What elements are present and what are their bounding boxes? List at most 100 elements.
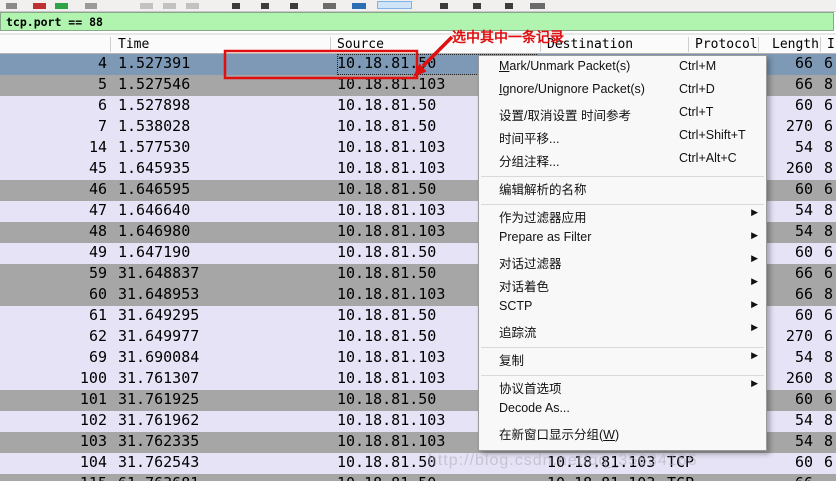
cell-source: 10.18.81.103: [337, 432, 446, 450]
menu-item-edit-resolved-name[interactable]: 编辑解析的名称: [479, 179, 766, 202]
toolbar-button-17[interactable]: [530, 3, 545, 9]
menu-item-conversation-filter[interactable]: 对话过滤器 ▶: [479, 253, 766, 276]
toolbar-button-10[interactable]: [290, 3, 298, 9]
menu-item-ignore-unignore-packets[interactable]: Ignore/Unignore Packet(s) Ctrl+D: [479, 82, 766, 105]
packet-list-header: Time Source Destination Protocol Length I: [0, 33, 836, 54]
col-source[interactable]: Source: [337, 37, 384, 52]
menu-item-shortcut: Ctrl+D: [679, 82, 715, 96]
cell-source: 10.18.81.50: [337, 96, 437, 114]
toolbar-button-15[interactable]: [473, 3, 481, 9]
cell-time: 31.649977: [118, 327, 200, 345]
cell-info: 8: [824, 138, 834, 156]
cell-source: 10.18.81.103: [337, 411, 446, 429]
cell-length: 66: [794, 54, 813, 72]
column-divider[interactable]: [540, 37, 541, 52]
packet-row-115[interactable]: 115 61.763681 10.18.81.50 10.18.81.103 TCP 66: [0, 474, 836, 481]
cell-protocol: TCP: [667, 474, 694, 481]
toolbar-button-9[interactable]: [261, 3, 269, 9]
menu-item-label: 时间平移...: [499, 132, 560, 146]
cell-time: 1.646980: [118, 222, 191, 240]
context-menu: Mark/Unmark Packet(s) Ctrl+M Ignore/Unigno…: [478, 55, 767, 451]
cell-time: 31.762543: [118, 453, 200, 471]
menu-item-label: 对话着色: [499, 280, 550, 294]
toolbar-button-7[interactable]: [186, 3, 199, 9]
toolbar-button-4[interactable]: [85, 3, 97, 9]
col-protocol[interactable]: Protocol: [695, 37, 758, 52]
toolbar-button-2[interactable]: [33, 3, 46, 9]
cell-source: 10.18.81.103: [337, 75, 446, 93]
cell-length: 270: [785, 327, 813, 345]
column-divider[interactable]: [758, 37, 759, 52]
cell-number: 62: [88, 327, 107, 345]
menu-item-copy[interactable]: 复制 ▶: [479, 350, 766, 373]
menu-item-set-unset-time-reference[interactable]: 设置/取消设置 时间参考 Ctrl+T: [479, 105, 766, 128]
menu-item-show-packet-in-new-window[interactable]: 在新窗口显示分组(W): [479, 424, 766, 447]
cell-info: 8: [824, 432, 834, 450]
cell-info: 8: [824, 159, 834, 177]
col-time[interactable]: Time: [118, 37, 150, 52]
column-divider[interactable]: [110, 37, 111, 52]
submenu-arrow-icon: ▶: [751, 299, 758, 309]
cell-info: 6: [824, 117, 834, 135]
main-toolbar: [0, 0, 836, 12]
cell-time: 1.646640: [118, 201, 191, 219]
menu-item-label: 复制: [499, 354, 525, 368]
col-info[interactable]: I: [827, 37, 835, 52]
cell-number: 46: [88, 180, 107, 198]
cell-number: 14: [88, 138, 107, 156]
menu-item-label: 对话过滤器: [499, 257, 562, 271]
toolbar-button-8[interactable]: [232, 3, 240, 9]
menu-item-decode-as[interactable]: Decode As...: [479, 401, 766, 424]
menu-item-label: SCTP: [499, 299, 533, 313]
menu-item-mark-unmark-packets[interactable]: Mark/Unmark Packet(s) Ctrl+M: [479, 59, 766, 82]
cell-length: 270: [785, 117, 813, 135]
menu-item-apply-as-filter[interactable]: 作为过滤器应用 ▶: [479, 207, 766, 230]
cell-source: 10.18.81.50: [337, 327, 437, 345]
menu-item-follow-stream[interactable]: 追踪流 ▶: [479, 322, 766, 345]
toolbar-button-6[interactable]: [163, 3, 176, 9]
menu-item-protocol-preferences[interactable]: 协议首选项 ▶: [479, 378, 766, 401]
menu-item-colorize-conversation[interactable]: 对话着色 ▶: [479, 276, 766, 299]
menu-separator: [481, 176, 764, 177]
toolbar-button-3[interactable]: [55, 3, 68, 9]
cell-number: 6: [97, 96, 107, 114]
menu-item-time-shift[interactable]: 时间平移... Ctrl+Shift+T: [479, 128, 766, 151]
cell-info: 8: [824, 201, 834, 219]
cell-info: 6: [824, 96, 834, 114]
col-length[interactable]: Length: [772, 37, 819, 52]
display-filter-bar[interactable]: tcp.port == 88: [0, 12, 834, 31]
toolbar-button-12[interactable]: [352, 3, 366, 9]
display-filter-input[interactable]: tcp.port == 88: [6, 15, 103, 29]
toolbar-button-1[interactable]: [6, 3, 17, 9]
cell-source: 10.18.81.103: [337, 369, 446, 387]
menu-item-sctp[interactable]: SCTP ▶: [479, 299, 766, 322]
menu-item-label: 追踪流: [499, 326, 537, 340]
menu-separator: [481, 204, 764, 205]
cell-time: 1.527391: [118, 54, 191, 72]
cell-length: 66: [794, 75, 813, 93]
cell-time: 1.646595: [118, 180, 191, 198]
packet-row-104[interactable]: 104 31.762543 10.18.81.50 10.18.81.103 TCP 60…: [0, 453, 836, 474]
cell-info: 6: [824, 327, 834, 345]
menu-item-shortcut: Ctrl+Alt+C: [679, 151, 737, 165]
cell-time: 31.762335: [118, 432, 200, 450]
toolbar-button-5[interactable]: [140, 3, 153, 9]
column-divider[interactable]: [820, 37, 821, 52]
cell-number: 45: [88, 159, 107, 177]
toolbar-button-16[interactable]: [505, 3, 513, 9]
cell-source: 10.18.81.50: [337, 117, 437, 135]
toolbar-button-14[interactable]: [440, 3, 448, 9]
cell-number: 102: [79, 411, 107, 429]
column-divider[interactable]: [330, 37, 331, 52]
menu-item-prepare-as-filter[interactable]: Prepare as Filter ▶: [479, 230, 766, 253]
toolbar-button-13[interactable]: [377, 1, 412, 9]
menu-item-shortcut: Ctrl+T: [679, 105, 714, 119]
menu-item-packet-comment[interactable]: 分组注释... Ctrl+Alt+C: [479, 151, 766, 174]
column-divider[interactable]: [688, 37, 689, 52]
col-destination[interactable]: Destination: [547, 37, 634, 52]
cell-time: 31.690084: [118, 348, 200, 366]
toolbar-button-11[interactable]: [323, 3, 336, 9]
menu-item-label: Decode As...: [499, 401, 570, 415]
cell-length: 54: [794, 348, 813, 366]
